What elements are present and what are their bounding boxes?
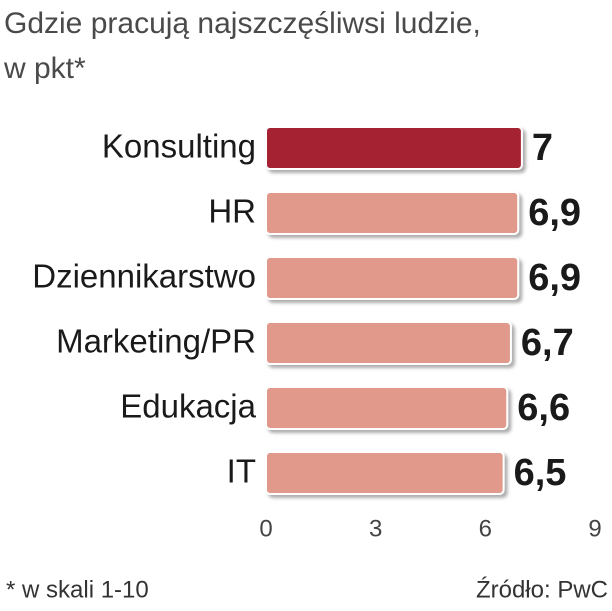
category-label: Marketing/PR [56, 323, 256, 360]
category-label: Dziennikarstwo [32, 258, 256, 295]
value-label: 6,6 [517, 387, 570, 429]
value-label: 6,5 [514, 452, 567, 494]
chart-title: Gdzie pracują najszczęśliwsi ludzie, [4, 7, 481, 40]
category-label: IT [227, 453, 256, 490]
x-tick-label: 3 [369, 515, 382, 542]
category-label: HR [208, 193, 256, 230]
value-label: 6,7 [521, 322, 574, 364]
chart-subtitle: w pkt* [3, 52, 86, 85]
x-tick-label: 0 [259, 515, 272, 542]
x-tick-label: 9 [588, 515, 601, 542]
bar [265, 191, 520, 235]
bar [265, 321, 512, 365]
source: Źródło: PwC [476, 576, 608, 603]
value-label: 7 [532, 127, 553, 169]
bar [265, 256, 520, 300]
bar [265, 451, 505, 495]
footnote: * w skali 1-10 [6, 576, 149, 603]
value-label: 6,9 [528, 192, 581, 234]
x-tick-label: 6 [479, 515, 492, 542]
bar [265, 126, 523, 170]
category-label: Edukacja [120, 388, 256, 425]
bar [265, 386, 509, 430]
category-label: Konsulting [102, 128, 256, 165]
value-label: 6,9 [528, 257, 581, 299]
